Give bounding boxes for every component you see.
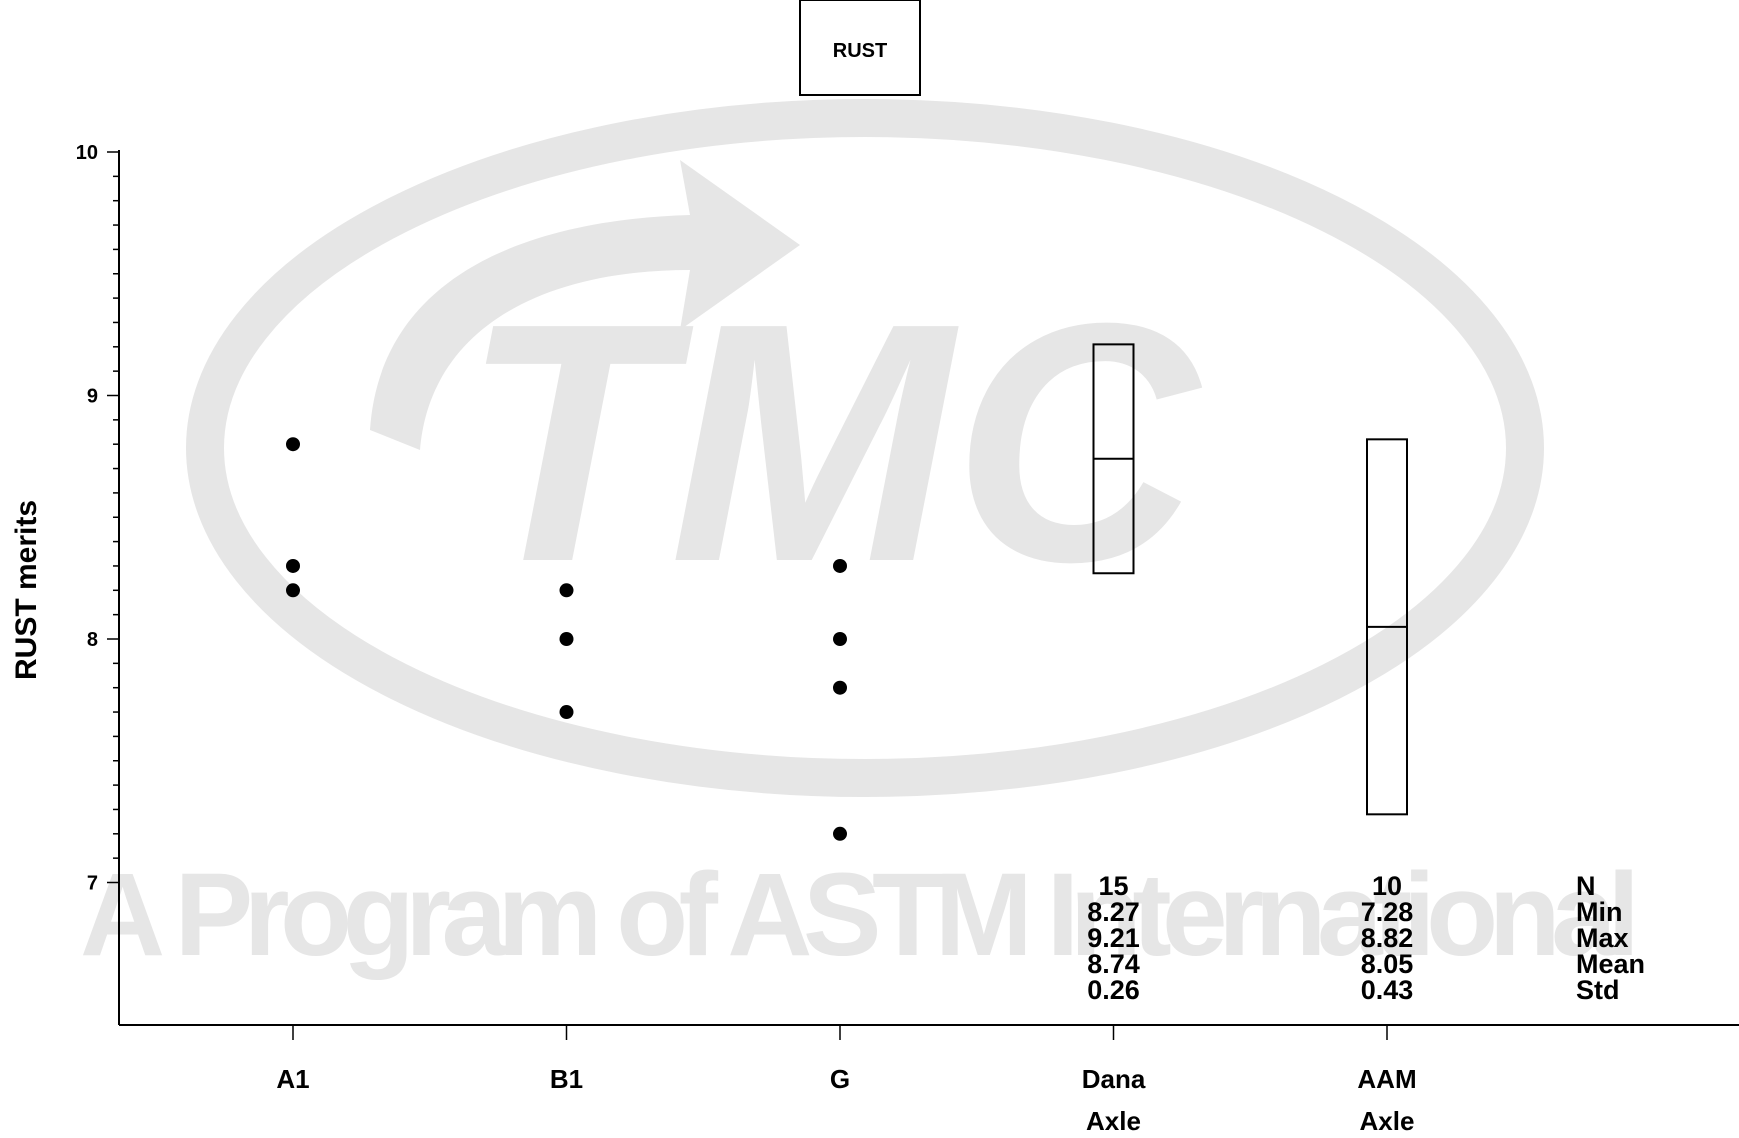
data-point (833, 632, 847, 646)
data-point (286, 558, 300, 573)
stat-value: 0.43 (1361, 975, 1414, 1005)
stat-value: 0.26 (1087, 975, 1140, 1005)
stat-row-label: Std (1576, 975, 1620, 1005)
x-tick-label: B1 (550, 1064, 583, 1094)
y-tick-label: 8 (87, 629, 98, 651)
stat-row-label: Min (1576, 897, 1623, 927)
chart-title-box: RUST (799, 0, 921, 96)
watermark-text: A Program of ASTM International (80, 849, 1640, 981)
data-points (286, 437, 847, 841)
data-point (559, 705, 574, 720)
x-tick-label: AAM (1357, 1064, 1416, 1094)
stat-value: 8.74 (1087, 949, 1140, 979)
data-point (286, 437, 300, 452)
x-tick-label: A1 (276, 1064, 309, 1094)
stat-value: 7.28 (1361, 897, 1414, 927)
x-axis-ticks: A1 B1 G Dana Axle AAM Axle (276, 1025, 1417, 1136)
stat-value: 10 (1372, 871, 1402, 901)
data-point (833, 680, 847, 695)
data-point (286, 583, 300, 598)
x-tick-label: Dana (1082, 1064, 1146, 1094)
y-tick-label: 10 (76, 142, 98, 164)
y-tick-label: 7 (87, 873, 98, 895)
data-point (833, 558, 847, 573)
x-tick-label: Axle (1360, 1106, 1415, 1136)
summary-boxes (1092, 343, 1408, 816)
data-point (559, 632, 574, 646)
x-tick-label: Axle (1086, 1106, 1141, 1136)
tmc-watermark-logo: TMC A Program of ASTM International (80, 99, 1640, 981)
stat-value: 9.21 (1087, 923, 1140, 953)
stat-value: 8.05 (1361, 949, 1414, 979)
stat-row-label: N (1576, 871, 1596, 901)
y-axis-ticks: 7 8 9 10 (76, 142, 119, 895)
y-axis-label: RUST merits (10, 500, 43, 680)
stat-row-label: Max (1576, 923, 1629, 953)
x-tick-label: G (830, 1064, 850, 1094)
svg-text:TMC: TMC (462, 253, 1203, 633)
data-point (559, 583, 574, 598)
stat-row-label: Mean (1576, 949, 1645, 979)
stat-value: 8.82 (1361, 923, 1414, 953)
y-tick-label: 9 (87, 386, 98, 408)
stats-table: 158.279.218.740.26 107.288.828.050.43 NMin… (1087, 871, 1645, 1005)
chart-title: RUST (833, 40, 887, 62)
stat-value: 8.27 (1087, 897, 1140, 927)
data-point (833, 826, 847, 841)
stat-value: 15 (1098, 871, 1128, 901)
